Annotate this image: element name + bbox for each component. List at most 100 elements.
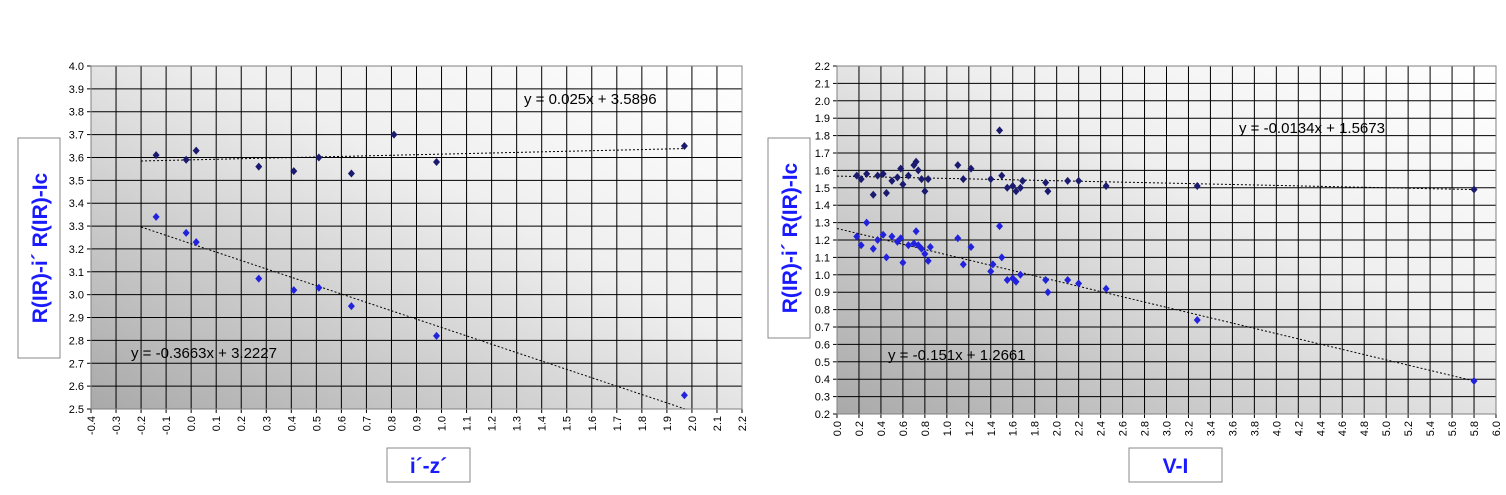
y-tick-label: 2.7 [69,358,84,370]
data-point [1042,178,1050,187]
x-axis-label: i´-z´ [410,455,447,478]
x-tick-label: 5.2 [1403,421,1415,436]
y-tick-label: 1.3 [815,218,830,230]
x-tick-label: 1.3 [512,416,524,431]
x-tick-label: -0.3 [111,416,123,435]
x-tick-label: 0.2 [236,416,248,431]
data-point [853,232,861,241]
x-tick-label: 0.6 [898,421,910,436]
x-tick-label: 1.0 [437,416,449,431]
y-tick-label: 3.3 [69,221,84,233]
y-tick-label: 0.8 [815,305,830,317]
data-point [893,173,901,182]
data-point [390,130,398,139]
data-point [1075,176,1083,185]
data-point [1075,279,1083,288]
x-tick-label: 2.2 [737,416,749,431]
data-point [882,189,890,198]
x-axis-label-box [1128,447,1223,483]
data-point [255,274,263,283]
plot-border [836,65,1497,415]
chart-right: 0.0 0.2 0.4 0.6 0.8 1.0 1.2 1.4 1.6 1.8 2.0 2.2 2.4 2… [767,61,1503,483]
data-point [912,157,920,166]
plot-border [90,65,743,410]
data-point [954,234,962,243]
data-point [912,227,920,236]
data-point [1044,187,1052,196]
data-point [192,238,200,247]
data-point [1016,183,1024,192]
data-point [1003,276,1011,285]
x-tick-label: 2.0 [687,416,699,431]
data-point [1064,176,1072,185]
x-tick-label: 0.0 [832,421,844,436]
data-point [1042,276,1050,285]
y-tick-label: 2.6 [69,381,84,393]
data-point [853,171,861,180]
x-tick-label: 1.6 [587,416,599,431]
y-tick-label: 1.5 [815,183,830,195]
data-point [1470,185,1478,194]
data-point [888,232,896,241]
y-tick-label: 3.9 [69,84,84,96]
x-tick-label: 0.2 [854,421,866,436]
x-tick-label: 0.8 [386,416,398,431]
y-tick-label: 2.8 [69,335,84,347]
x-tick-label: 3.4 [1205,421,1217,436]
data-point [959,260,967,269]
x-tick-label: 3.2 [1183,421,1195,436]
data-point [347,302,355,311]
trendline-equation: y = -0.3663x + 3.2227 [131,345,277,362]
trendline [836,228,1475,382]
data-point [869,190,877,199]
trendline-equation: y = -0.0134x + 1.5673 [1239,120,1385,137]
data-point [921,249,929,258]
y-tick-label: 0.2 [815,409,830,421]
data-point [996,126,1004,135]
data-point [918,175,926,184]
x-tick-label: 0.4 [876,421,888,436]
data-point [182,228,190,237]
data-point [255,162,263,171]
data-point [879,169,887,178]
data-point [967,242,975,251]
x-tick-label: 3.0 [1162,421,1174,436]
data-point [1102,284,1110,293]
y-tick-label: 0.6 [815,339,830,351]
data-point [904,171,912,180]
x-tick-label: 4.8 [1359,421,1371,436]
y-tick-label: 2.9 [69,313,84,325]
data-point [1012,187,1020,196]
data-point [897,234,905,243]
data-point [680,391,688,400]
x-tick-label: 2.2 [1074,421,1086,436]
x-tick-label: 1.8 [1030,421,1042,436]
x-tick-label: 5.0 [1381,421,1393,436]
data-point [888,176,896,185]
x-tick-label: 5.8 [1469,421,1481,436]
trendline-equation: y = 0.025x + 3.5896 [524,91,657,108]
data-point [918,244,926,253]
y-tick-label: 2.5 [69,404,84,416]
data-point [1044,288,1052,297]
y-tick-label: 3.6 [69,152,84,164]
x-tick-label: 4.2 [1293,421,1305,436]
data-point [315,283,323,292]
data-point [152,212,160,221]
x-tick-label: 5.6 [1447,421,1459,436]
data-point [1019,176,1027,185]
data-point [290,286,298,295]
data-point [899,180,907,189]
x-tick-label: 1.8 [637,416,649,431]
y-tick-label: 1.9 [815,113,830,125]
data-point [874,236,882,244]
x-tick-label: -0.1 [161,416,173,435]
x-tick-label: 0.5 [311,416,323,431]
data-point [182,155,190,164]
x-tick-label: 0.9 [412,416,424,431]
y-axis-label-box [767,137,811,339]
data-point [921,187,929,196]
data-point [433,158,441,167]
y-axis-label-upper: R(IR)-Ic [29,172,52,247]
y-tick-label: 3.7 [69,130,84,142]
